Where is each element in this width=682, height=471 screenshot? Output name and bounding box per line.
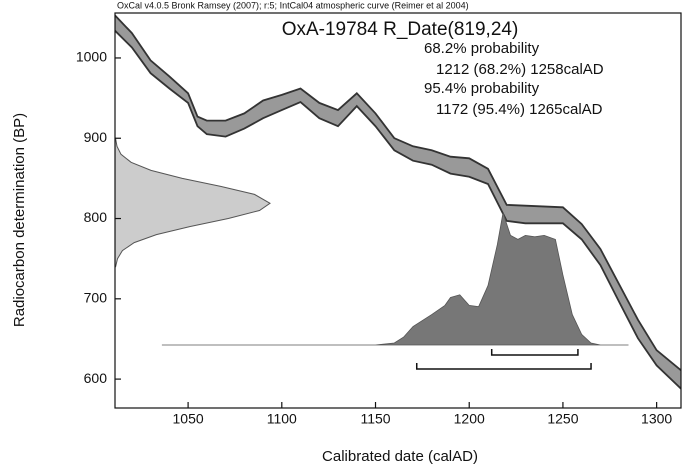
y-tick-label: 1000 (76, 49, 107, 65)
radiocarbon-density (114, 137, 271, 268)
range-label: 1172 (95.4%) 1265calAD (436, 101, 603, 118)
x-tick-label: 1050 (173, 411, 204, 427)
x-tick-label: 1250 (547, 411, 578, 427)
plot-frame (114, 12, 682, 409)
header: OxCal v4.0.5 Bronk Ramsey (2007); r:5; I… (117, 0, 469, 10)
range-heading: 68.2% probability (424, 40, 540, 57)
x-tick-label: 1150 (360, 411, 390, 427)
y-tick-label: 600 (84, 370, 108, 386)
range-label: 1212 (68.2%) 1258calAD (436, 61, 604, 78)
range-bracket (415, 363, 592, 370)
x-tick-label: 1100 (267, 411, 297, 427)
curve-band (115, 15, 681, 389)
curve-upper (114, 14, 682, 371)
chart-title: OxA-19784 R_Date(819,24) (282, 19, 519, 40)
x-tick-label: 1300 (641, 411, 672, 427)
range-heading: 95.4% probability (424, 80, 540, 97)
x-tick-label: 1200 (454, 411, 485, 427)
x-axis-label: Calibrated date (calAD) (322, 448, 478, 465)
y-tick-label: 800 (84, 209, 108, 225)
y-tick-label: 700 (84, 290, 108, 306)
curve-lower (114, 30, 682, 390)
y-tick-label: 900 (84, 129, 108, 145)
calibrated-density (161, 212, 629, 346)
y-axis-label: Radiocarbon determination (BP) (11, 113, 28, 327)
range-bracket (490, 349, 579, 356)
